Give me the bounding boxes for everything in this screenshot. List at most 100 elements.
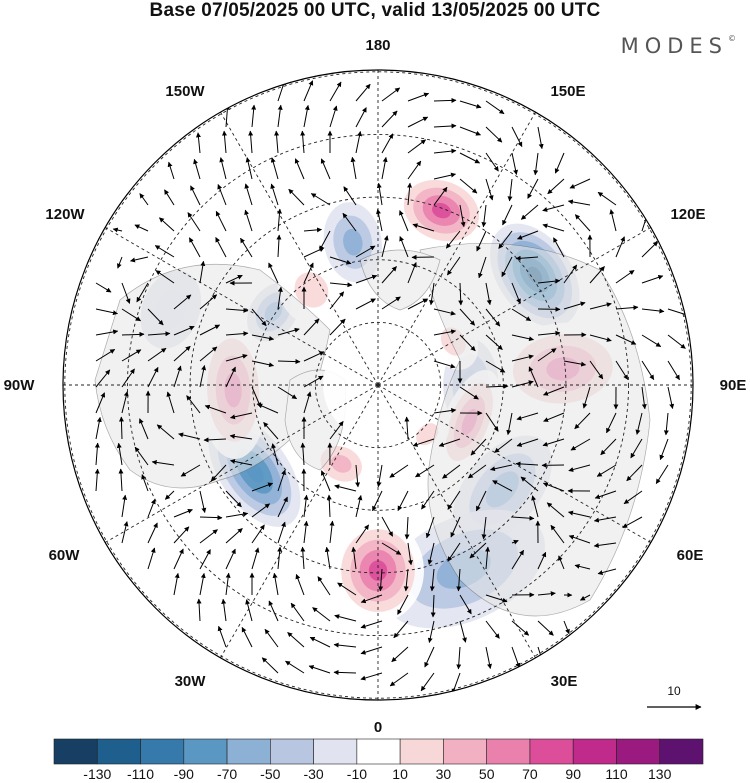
wind-arrow bbox=[118, 468, 124, 492]
lon-label-60e: 60E bbox=[677, 547, 704, 564]
wind-arrow bbox=[516, 412, 539, 421]
wind-arrow bbox=[303, 351, 325, 362]
wind-arrow bbox=[155, 270, 175, 284]
wind-arrow bbox=[511, 646, 521, 669]
wind-arrow bbox=[355, 131, 362, 154]
wind-arrow bbox=[515, 255, 539, 261]
modes-logo: MODES© bbox=[621, 34, 736, 58]
colorbar-tick-label: -130 bbox=[83, 766, 111, 782]
wind-arrow bbox=[360, 594, 383, 604]
wind-arrow bbox=[264, 628, 279, 648]
wind-arrow bbox=[424, 646, 435, 668]
wind-arrow bbox=[186, 395, 201, 414]
wind-arrow bbox=[350, 156, 357, 180]
wind-arrow bbox=[333, 642, 357, 648]
colorbar-tick-label: 90 bbox=[565, 766, 581, 782]
wind-arrow bbox=[225, 366, 236, 388]
meridian-line bbox=[377, 384, 652, 543]
longitude-labels: 180 150E 120E 90E 60E 30E 0 30W 60W 90W … bbox=[4, 37, 747, 736]
colorbar-tick-label: 110 bbox=[605, 766, 628, 782]
wind-arrow bbox=[248, 130, 254, 154]
wind-arrow bbox=[501, 256, 513, 278]
wind-arrow bbox=[446, 256, 461, 276]
wind-arrow bbox=[95, 308, 118, 316]
wind-arrow bbox=[542, 482, 565, 492]
wind-arrow bbox=[147, 366, 159, 388]
wind-arrow bbox=[459, 178, 478, 194]
wind-arrow bbox=[433, 123, 457, 129]
wind-arrow bbox=[498, 230, 513, 249]
wind-arrow bbox=[204, 404, 227, 414]
wind-arrow bbox=[261, 657, 279, 674]
wind-arrow bbox=[360, 620, 383, 629]
meridian-line bbox=[220, 384, 379, 659]
wind-arrow bbox=[95, 348, 116, 362]
wind-arrow bbox=[667, 360, 680, 381]
wind-arrow bbox=[360, 672, 383, 681]
wind-arrow bbox=[270, 183, 279, 206]
wind-arrow bbox=[641, 274, 664, 284]
wind-arrow bbox=[95, 416, 102, 440]
wind-arrow bbox=[520, 204, 539, 220]
wind-arrow bbox=[195, 132, 201, 154]
wind-arrow bbox=[659, 438, 669, 461]
wind-arrow bbox=[112, 227, 123, 233]
wind-arrow bbox=[433, 408, 457, 414]
wind-arrow bbox=[225, 548, 236, 570]
wind-arrow bbox=[490, 464, 513, 472]
wind-arrow bbox=[570, 438, 591, 451]
wind-arrow bbox=[329, 256, 352, 265]
wind-arrow bbox=[442, 464, 461, 479]
wind-arrow bbox=[196, 598, 202, 622]
colorbar-segment bbox=[659, 738, 704, 765]
wind-arrow bbox=[251, 360, 274, 368]
wind-arrow bbox=[404, 416, 410, 440]
wind-arrow bbox=[355, 298, 376, 310]
wind-arrow bbox=[543, 412, 565, 422]
wind-arrow bbox=[589, 302, 612, 310]
wind-arrow bbox=[589, 334, 612, 342]
wind-arrow bbox=[492, 480, 513, 492]
wind-arrow bbox=[481, 204, 487, 228]
wind-arrow bbox=[199, 260, 206, 284]
wind-arrow bbox=[372, 490, 383, 512]
wind-arrow bbox=[173, 294, 192, 310]
colorbar-tick-label: -110 bbox=[127, 766, 154, 782]
wind-arrow bbox=[121, 391, 129, 414]
wind-arrow bbox=[615, 334, 637, 345]
wind-arrow bbox=[537, 126, 544, 150]
wind-arrow bbox=[268, 600, 279, 622]
wind-arrow bbox=[641, 360, 655, 381]
wind-arrow bbox=[225, 528, 243, 544]
colorbar-tick-label: -30 bbox=[303, 766, 323, 782]
colorbar-segment bbox=[313, 738, 358, 765]
wind-arrow bbox=[459, 126, 481, 136]
wind-arrow bbox=[268, 262, 279, 284]
colorbar: -130 -110 -90 -70 -50 -30 -10 10 30 50 70 90 110 130 bbox=[53, 738, 704, 782]
wind-arrow bbox=[147, 498, 156, 518]
wind-arrow bbox=[240, 237, 253, 258]
wind-arrow bbox=[310, 193, 331, 206]
latitude-circle bbox=[252, 259, 504, 511]
wind-arrow bbox=[485, 594, 508, 603]
wind-arrow bbox=[429, 568, 435, 592]
wind-arrow bbox=[485, 308, 501, 327]
wind-arrow bbox=[433, 186, 448, 206]
wind-arrow bbox=[277, 496, 288, 518]
wind-arrow bbox=[546, 502, 565, 518]
wind-arrow bbox=[210, 464, 227, 482]
wind-arrow bbox=[199, 365, 207, 388]
wind-arrow bbox=[563, 360, 587, 367]
logo-text: MODES bbox=[620, 34, 728, 58]
wind-arrow bbox=[295, 573, 305, 596]
wind-arrow bbox=[303, 104, 310, 128]
wind-arrow bbox=[663, 412, 669, 436]
wind-arrow bbox=[225, 274, 243, 284]
anomaly-contour bbox=[432, 202, 451, 219]
wind-arrow bbox=[203, 437, 227, 443]
wind-arrow bbox=[511, 354, 534, 362]
wind-arrow bbox=[116, 442, 123, 466]
wind-arrow bbox=[403, 568, 409, 592]
wind-arrow bbox=[600, 438, 617, 456]
wind-arrow bbox=[597, 191, 617, 206]
